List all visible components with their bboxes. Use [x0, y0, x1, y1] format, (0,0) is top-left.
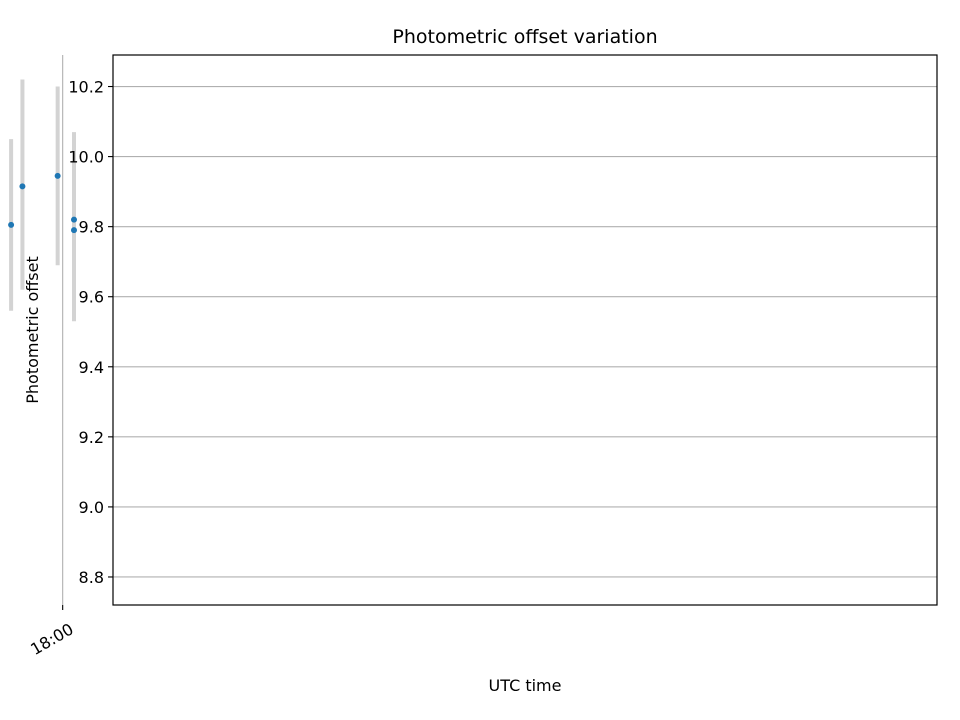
- data-point: [8, 221, 15, 228]
- y-tick-label: 9.0: [79, 498, 104, 517]
- y-tick-label: 9.6: [79, 288, 104, 307]
- y-tick-label: 10.0: [68, 148, 104, 167]
- y-tick-label: 9.8: [79, 218, 104, 237]
- data-point: [54, 172, 61, 179]
- chart-title: Photometric offset variation: [392, 26, 657, 48]
- plot-frame: [112, 54, 938, 606]
- y-tick-label: 9.4: [79, 358, 104, 377]
- data-point: [71, 227, 78, 234]
- data-point: [19, 183, 26, 190]
- y-tick-label: 8.8: [79, 568, 104, 587]
- x-axis-label: UTC time: [489, 676, 562, 695]
- y-axis-label: Photometric offset: [23, 256, 42, 404]
- x-tick-label: 18:00: [27, 619, 76, 659]
- y-tick-label: 9.2: [79, 428, 104, 447]
- data-point: [71, 216, 78, 223]
- x-axis: 18:0020:0022:0000:0002:0004:0006:00: [27, 605, 77, 659]
- y-axis: 8.8 9.0 9.2 9.4 9.6 9.8 10.0 10.2: [68, 78, 113, 587]
- data-points: [8, 172, 78, 234]
- y-tick-label: 10.2: [68, 78, 104, 97]
- grid-lines: [62, 55, 937, 605]
